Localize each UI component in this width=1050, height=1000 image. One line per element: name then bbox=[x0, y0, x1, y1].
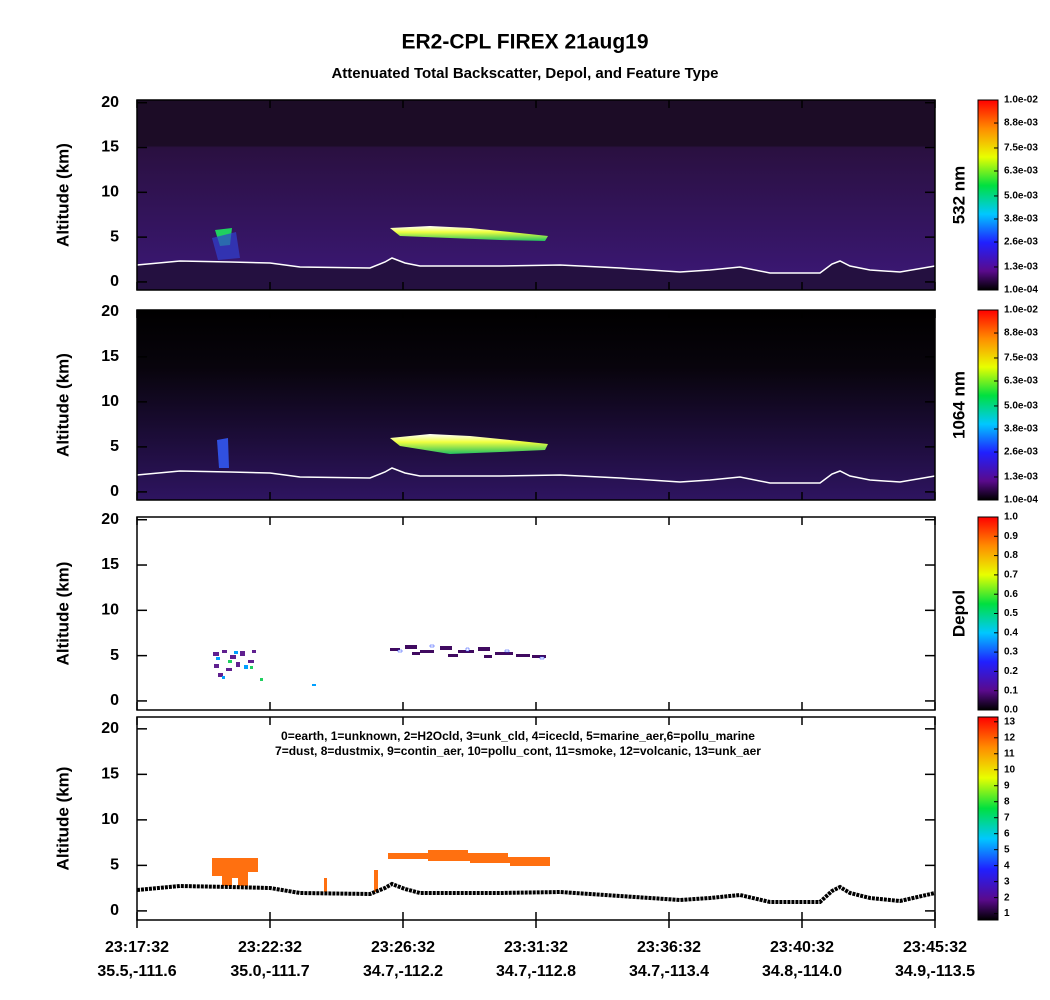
x-tick-label: 23:17:32 bbox=[105, 939, 169, 956]
y-tick-label: 10 bbox=[101, 811, 119, 828]
x-tick-label: 34.7,-113.4 bbox=[629, 963, 709, 980]
colorbar-tick-label: 0.7 bbox=[1004, 570, 1018, 581]
colorbar-tick-label: 6 bbox=[1004, 828, 1010, 839]
x-tick-label: 34.7,-112.8 bbox=[496, 963, 576, 980]
x-tick-label: 35.0,-111.7 bbox=[230, 963, 309, 980]
colorbar-tick-label: 7.5e-03 bbox=[1004, 353, 1038, 364]
y-tick-label: 15 bbox=[101, 556, 119, 573]
y-tick-label: 15 bbox=[101, 348, 119, 365]
y-tick-label: 0 bbox=[110, 273, 119, 290]
colorbar-tick-label: 8.8e-03 bbox=[1004, 328, 1038, 339]
colorbar bbox=[977, 99, 999, 291]
y-tick-label: 20 bbox=[101, 94, 119, 111]
y-tick-label: 10 bbox=[101, 602, 119, 619]
feature-legend: 7=dust, 8=dustmix, 9=contin_aer, 10=poll… bbox=[275, 744, 761, 758]
colorbar-tick-label: 7 bbox=[1004, 812, 1010, 823]
colorbar-tick-label: 0.4 bbox=[1004, 627, 1018, 638]
colorbar-tick-label: 13 bbox=[1004, 716, 1016, 727]
colorbar bbox=[977, 309, 999, 501]
colorbar-tick-label: 12 bbox=[1004, 732, 1016, 743]
colorbar-tick-label: 9 bbox=[1004, 780, 1010, 791]
x-tick-label: 34.8,-114.0 bbox=[762, 963, 842, 980]
colorbar-tick-label: 1.0 bbox=[1004, 512, 1018, 523]
y-tick-label: 0 bbox=[110, 692, 119, 709]
colorbar-tick-label: 0.0 bbox=[1004, 705, 1018, 716]
colorbar-tick-label: 0.5 bbox=[1004, 608, 1018, 619]
y-tick-label: 5 bbox=[110, 438, 119, 455]
colorbar-tick-label: 6.3e-03 bbox=[1004, 376, 1038, 387]
feature-type-image bbox=[136, 850, 936, 904]
y-tick-label: 20 bbox=[101, 303, 119, 320]
y-axis-label: Altitude (km) bbox=[53, 562, 72, 666]
y-tick-label: 0 bbox=[110, 483, 119, 500]
colorbar-tick-label: 3.8e-03 bbox=[1004, 424, 1038, 435]
feature-legend: 0=earth, 1=unknown, 2=H2Ocld, 3=unk_cld,… bbox=[281, 729, 755, 743]
y-tick-label: 5 bbox=[110, 857, 119, 874]
colorbar-tick-label: 5.0e-03 bbox=[1004, 401, 1038, 412]
y-tick-label: 5 bbox=[110, 647, 119, 664]
plot-frame bbox=[136, 516, 936, 711]
colorbar-tick-label: 2.6e-03 bbox=[1004, 237, 1038, 248]
colorbar-label: 532 nm bbox=[949, 166, 968, 225]
colorbar-tick-label: 8.8e-03 bbox=[1004, 118, 1038, 129]
y-axis-label: Altitude (km) bbox=[53, 143, 72, 247]
y-tick-label: 20 bbox=[101, 511, 119, 528]
colorbar-tick-label: 3 bbox=[1004, 876, 1010, 887]
colorbar-tick-label: 8 bbox=[1004, 796, 1010, 807]
colorbar-tick-label: 1.3e-03 bbox=[1004, 262, 1038, 273]
colorbar-tick-label: 3.8e-03 bbox=[1004, 214, 1038, 225]
y-tick-label: 10 bbox=[101, 184, 119, 201]
colorbar-tick-label: 1 bbox=[1004, 908, 1010, 919]
y-axis-label: Altitude (km) bbox=[53, 767, 72, 871]
colorbar-tick-label: 10 bbox=[1004, 764, 1016, 775]
x-tick-label: 35.5,-111.6 bbox=[97, 963, 176, 980]
colorbar-tick-label: 5 bbox=[1004, 844, 1010, 855]
colorbar-tick-label: 7.5e-03 bbox=[1004, 143, 1038, 154]
colorbar-tick-label: 1.0e-04 bbox=[1004, 285, 1038, 296]
colorbar-tick-label: 1.0e-04 bbox=[1004, 495, 1038, 506]
backscatter-532-image bbox=[136, 100, 936, 290]
y-tick-label: 15 bbox=[101, 766, 119, 783]
y-tick-label: 5 bbox=[110, 228, 119, 245]
colorbar-tick-label: 0.6 bbox=[1004, 589, 1018, 600]
colorbar bbox=[977, 716, 999, 921]
depol-image bbox=[213, 644, 546, 686]
colorbar-tick-label: 5.0e-03 bbox=[1004, 191, 1038, 202]
backscatter-1064-image bbox=[136, 310, 936, 500]
colorbar-tick-label: 6.3e-03 bbox=[1004, 166, 1038, 177]
colorbar-tick-label: 0.9 bbox=[1004, 531, 1018, 542]
x-tick-label: 23:26:32 bbox=[371, 939, 435, 956]
x-tick-label: 23:31:32 bbox=[504, 939, 568, 956]
chart-title: ER2-CPL FIREX 21aug19 bbox=[401, 31, 648, 54]
colorbar-tick-label: 1.3e-03 bbox=[1004, 472, 1038, 483]
y-tick-label: 0 bbox=[110, 902, 119, 919]
chart-subtitle: Attenuated Total Backscatter, Depol, and… bbox=[331, 65, 718, 82]
colorbar-label: Depol bbox=[949, 590, 968, 637]
x-tick-label: 23:40:32 bbox=[770, 939, 834, 956]
y-axis-label: Altitude (km) bbox=[53, 353, 72, 457]
colorbar-tick-label: 0.2 bbox=[1004, 666, 1018, 677]
colorbar-tick-label: 0.3 bbox=[1004, 647, 1018, 658]
y-tick-label: 10 bbox=[101, 393, 119, 410]
x-tick-label: 23:45:32 bbox=[903, 939, 967, 956]
y-tick-label: 15 bbox=[101, 139, 119, 156]
colorbar-label: 1064 nm bbox=[949, 371, 968, 439]
colorbar-tick-label: 1.0e-02 bbox=[1004, 305, 1038, 316]
y-tick-label: 20 bbox=[101, 720, 119, 737]
colorbar-tick-label: 4 bbox=[1004, 860, 1010, 871]
x-tick-label: 34.9,-113.5 bbox=[895, 963, 975, 980]
colorbar-tick-label: 11 bbox=[1004, 748, 1015, 759]
colorbar-tick-label: 0.8 bbox=[1004, 550, 1018, 561]
x-tick-label: 23:36:32 bbox=[637, 939, 701, 956]
colorbar-tick-label: 2.6e-03 bbox=[1004, 447, 1038, 458]
x-tick-label: 23:22:32 bbox=[238, 939, 302, 956]
colorbar-tick-label: 1.0e-02 bbox=[1004, 95, 1038, 106]
x-tick-label: 34.7,-112.2 bbox=[363, 963, 443, 980]
colorbar-tick-label: 2 bbox=[1004, 892, 1010, 903]
colorbar-tick-label: 0.1 bbox=[1004, 685, 1018, 696]
